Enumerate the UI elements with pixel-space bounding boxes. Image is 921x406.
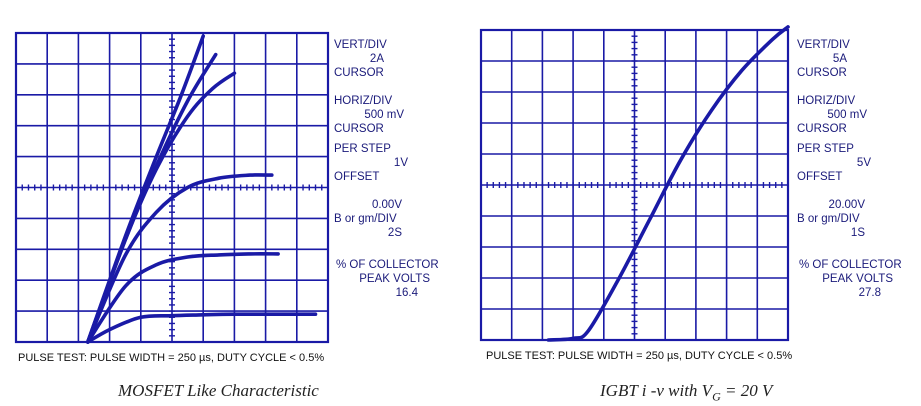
vert-div-label: VERT/DIV <box>334 39 387 51</box>
collector-label: % OF COLLECTOR <box>336 259 439 271</box>
igbt-panel: VERT/DIV 5A CURSOR HORIZ/DIV 500 mV CURS… <box>460 0 921 406</box>
gm-label: B or gm/DIV <box>797 213 860 225</box>
cursor-label: CURSOR <box>334 67 384 79</box>
horiz-div-label: HORIZ/DIV <box>334 95 393 107</box>
offset-value: 0.00V <box>371 199 402 211</box>
gm-value: 1S <box>850 227 865 239</box>
igbt-settings: VERT/DIV 5A CURSOR HORIZ/DIV 500 mV CURS… <box>785 38 902 300</box>
peak-volts-value: 27.8 <box>858 287 881 299</box>
cursor-label-2: CURSOR <box>334 123 384 135</box>
gm-label: B or gm/DIV <box>334 213 397 225</box>
per-step-label: PER STEP <box>334 143 391 155</box>
collector-label: % OF COLLECTOR <box>799 259 902 271</box>
peak-volts-label: PEAK VOLTS <box>822 273 893 285</box>
vert-div-value: 5A <box>832 53 847 65</box>
pulse-test-note: PULSE TEST: PULSE WIDTH = 250 µs, DUTY C… <box>486 350 793 362</box>
caption-prefix: IGBT i -v with V <box>600 381 713 400</box>
trace-curve-3 <box>86 173 274 344</box>
peak-volts-value: 16.4 <box>395 287 418 299</box>
trace-curve-1 <box>546 25 790 342</box>
grid <box>479 28 790 342</box>
caption-subscript: G <box>712 389 721 404</box>
mosfet-settings: VERT/DIV 2A CURSOR HORIZ/DIV 500 mV CURS… <box>322 38 439 300</box>
per-step-value: 5V <box>856 157 871 169</box>
mosfet-panel: VERT/DIV 2A CURSOR HORIZ/DIV 500 mV CURS… <box>0 0 460 406</box>
horiz-div-value: 500 mV <box>827 109 867 121</box>
peak-volts-label: PEAK VOLTS <box>359 273 430 285</box>
vert-div-value: 2A <box>369 53 384 65</box>
trace-curve-2 <box>86 252 280 344</box>
per-step-value: 1V <box>393 157 408 169</box>
horiz-div-value: 500 mV <box>364 109 404 121</box>
igbt-oscilloscope-chart <box>479 25 790 342</box>
trace-curve-6 <box>86 34 205 344</box>
offset-label: OFFSET <box>797 171 843 183</box>
caption-suffix: = 20 V <box>720 381 773 400</box>
igbt-caption: IGBT i -v with VG = 20 V <box>600 381 772 404</box>
offset-value: 20.00V <box>828 199 865 211</box>
pulse-test-note: PULSE TEST: PULSE WIDTH = 250 µs, DUTY C… <box>18 352 325 364</box>
cursor-label-2: CURSOR <box>797 123 847 135</box>
per-step-label: PER STEP <box>797 143 854 155</box>
vert-div-label: VERT/DIV <box>797 39 850 51</box>
gm-value: 2S <box>387 227 402 239</box>
offset-label: OFFSET <box>334 171 380 183</box>
mosfet-oscilloscope-chart <box>14 31 330 344</box>
grid <box>14 31 330 344</box>
horiz-div-label: HORIZ/DIV <box>797 95 856 107</box>
mosfet-caption: MOSFET Like Characteristic <box>118 381 319 400</box>
trace-curve-1 <box>86 312 318 344</box>
cursor-label: CURSOR <box>797 67 847 79</box>
